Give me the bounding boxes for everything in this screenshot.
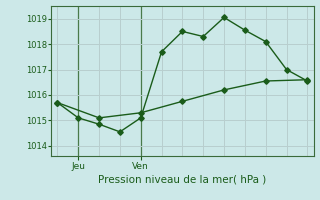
X-axis label: Pression niveau de la mer( hPa ): Pression niveau de la mer( hPa ) bbox=[98, 175, 267, 185]
